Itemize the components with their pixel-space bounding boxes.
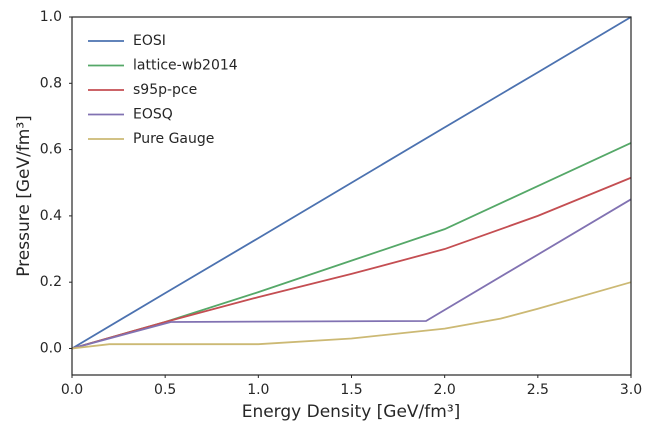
series-line [71,198,632,350]
x-tick-label: 0.5 [154,382,176,398]
series-line [71,281,632,350]
x-tick-label: 3.0 [620,382,642,398]
x-tick-label: 1.5 [340,382,362,398]
plot-frame [71,16,632,376]
x-tick-label: 0.0 [61,382,83,398]
series-line [71,16,632,350]
y-tick-label: 0.0 [40,340,62,356]
legend-label: Pure Gauge [133,131,214,147]
y-axis-label: Pressure [GeV/fm³] [14,115,34,277]
legend-label: s95p-pce [133,82,197,98]
x-axis-label: Energy Density [GeV/fm³] [242,402,461,422]
x-tick-label: 2.5 [527,382,549,398]
x-tick-label: 1.0 [247,382,269,398]
series-line [71,176,632,350]
series-line [71,142,632,350]
legend-label: EOSQ [133,107,173,123]
y-tick-label: 0.2 [40,274,62,290]
y-tick-label: 0.4 [40,208,62,224]
legend-label: EOSI [133,33,166,49]
x-tick-label: 2.0 [434,382,456,398]
legend-label: lattice-wb2014 [133,58,238,74]
y-tick-label: 0.8 [40,75,62,91]
y-tick-label: 0.6 [40,142,62,158]
y-tick-label: 1.0 [40,9,62,25]
